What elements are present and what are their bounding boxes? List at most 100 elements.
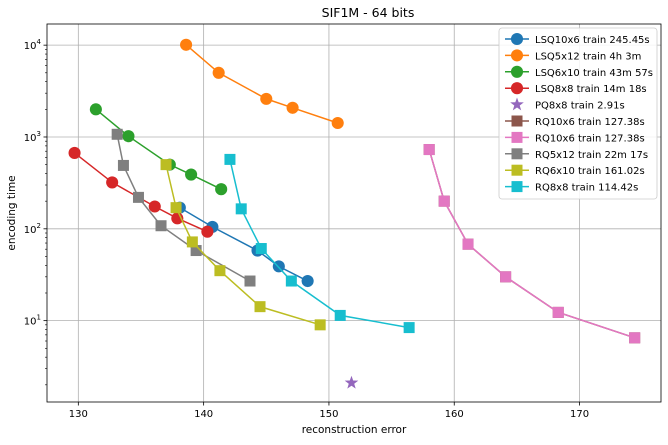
legend-label: RQ10x6 train 127.38s: [535, 117, 645, 128]
data-point: [155, 220, 167, 232]
y-tick-label: 101: [24, 314, 41, 328]
data-point: [511, 148, 523, 160]
tick-layer: 130 140 150 160 170 101 102 103 104: [24, 38, 589, 420]
data-point: [244, 275, 256, 287]
legend-frame: [498, 27, 658, 200]
data-point: [629, 332, 641, 344]
data-point: [254, 301, 266, 313]
series-group: [180, 38, 344, 130]
data-point: [314, 319, 326, 331]
data-point: [117, 159, 129, 171]
y-tick-label: 103: [24, 130, 41, 144]
y-tick-label: 104: [24, 38, 42, 52]
data-point: [180, 38, 193, 51]
data-point: [106, 176, 119, 189]
data-point: [331, 116, 344, 130]
data-point: [510, 97, 524, 111]
series-line: [165, 164, 321, 326]
legend-entry: RQ6x10 train 161.02s: [505, 164, 645, 177]
series-group: [224, 153, 415, 334]
y-tick-exponent: 2: [37, 222, 41, 230]
legend-label: RQ6x10 train 161.02s: [535, 166, 645, 177]
data-point: [186, 236, 198, 248]
x-tick-label: 140: [194, 409, 213, 420]
legend-label: RQ5x12 train 22m 17s: [535, 150, 648, 161]
legend-label: RQ8x8 train 114.42s: [535, 183, 638, 194]
series-group: [423, 144, 641, 344]
data-point: [403, 322, 415, 334]
data-point: [285, 275, 297, 287]
y-axis-label: encoding time: [6, 175, 18, 250]
legend-label: PQ8x8 train 2.91s: [535, 101, 625, 112]
data-point: [214, 265, 226, 277]
legend-entry: RQ10x6 train 127.38s: [505, 131, 645, 144]
data-point: [286, 101, 299, 114]
data-point: [215, 183, 228, 196]
series-group: [344, 375, 359, 389]
data-point: [260, 92, 273, 105]
series-line: [179, 207, 308, 282]
y-tick-exponent: 3: [37, 130, 41, 138]
data-point: [201, 225, 214, 238]
data-point: [510, 32, 524, 46]
x-tick-label: 170: [570, 409, 589, 420]
legend: LSQ10x6 train 245.45s LSQ5x12 train 4h 3m…: [498, 27, 658, 200]
data-point: [510, 49, 524, 62]
x-axis-label: reconstruction error: [302, 424, 407, 436]
data-point: [462, 238, 474, 250]
data-point: [510, 82, 524, 95]
legend-entry: LSQ5x12 train 4h 3m: [505, 49, 641, 62]
data-point: [170, 202, 182, 214]
chart-title: SIF1M - 64 bits: [322, 5, 415, 20]
data-point: [511, 131, 523, 143]
data-point: [185, 168, 198, 181]
data-point: [511, 115, 523, 127]
data-point: [68, 146, 81, 160]
series-line: [185, 44, 338, 124]
legend-entry: LSQ10x6 train 245.45s: [505, 32, 650, 46]
data-point: [500, 271, 512, 283]
data-point: [552, 306, 564, 318]
data-point: [511, 181, 523, 193]
data-point: [160, 159, 172, 171]
data-point: [235, 203, 247, 215]
data-point: [511, 164, 523, 176]
data-point: [122, 130, 135, 143]
data-point: [132, 191, 144, 203]
data-point: [510, 65, 524, 78]
data-point: [190, 245, 202, 257]
x-tick-label: 150: [319, 409, 338, 420]
data-point: [255, 243, 267, 255]
y-tick-exponent: 1: [37, 314, 41, 322]
legend-entry: LSQ6x10 train 43m 57s: [505, 65, 653, 79]
data-point: [423, 144, 435, 156]
series-line: [229, 159, 410, 329]
legend-entry: RQ10x6 train 127.38s: [505, 115, 645, 128]
data-point: [89, 103, 102, 116]
data-point: [438, 195, 450, 207]
series-group: [68, 146, 214, 238]
legend-label: LSQ5x12 train 4h 3m: [535, 51, 641, 62]
y-tick-exponent: 4: [37, 38, 42, 46]
data-point: [344, 375, 359, 389]
data-point: [301, 274, 314, 288]
data-point: [111, 128, 123, 140]
plot-frame: [46, 23, 662, 403]
series-group: [160, 159, 326, 331]
legend-label: LSQ10x6 train 245.45s: [535, 35, 650, 46]
data-point: [148, 200, 161, 213]
x-tick-label: 160: [445, 409, 464, 420]
series-line: [428, 149, 635, 339]
legend-entry: RQ5x12 train 22m 17s: [505, 148, 648, 161]
x-tick-label: 130: [69, 409, 88, 420]
plot-layer: [68, 38, 641, 389]
legend-label: RQ10x6 train 127.38s: [535, 133, 645, 144]
data-point: [334, 309, 346, 321]
data-point: [212, 66, 225, 79]
legend-entry: LSQ8x8 train 14m 18s: [505, 82, 647, 95]
legend-label: LSQ6x10 train 43m 57s: [535, 68, 653, 79]
y-tick-label: 102: [24, 222, 41, 236]
data-point: [224, 153, 236, 165]
